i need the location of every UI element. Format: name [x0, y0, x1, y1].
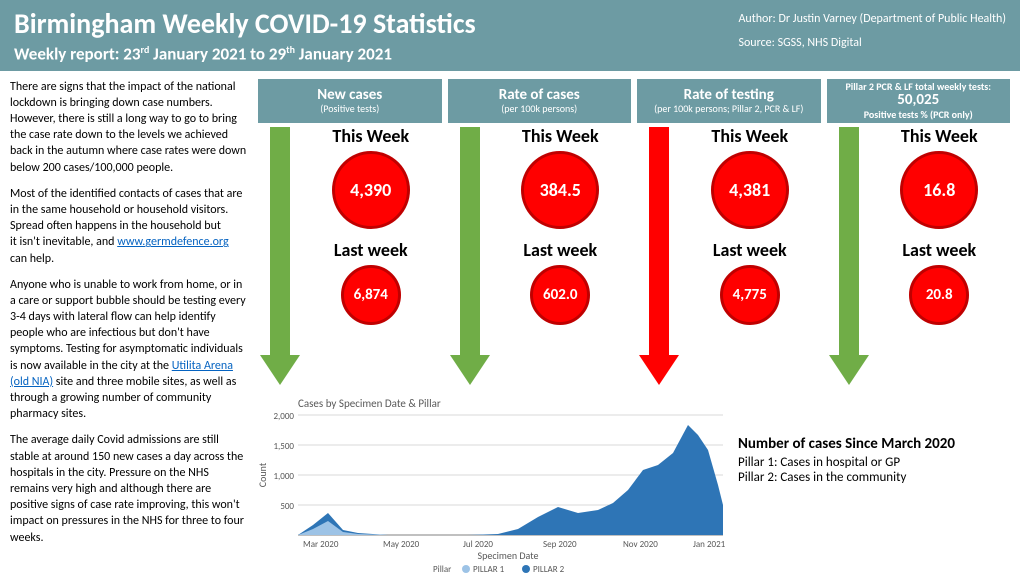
svg-text:PILLAR 2: PILLAR 2	[533, 564, 565, 575]
metric-rate-cases: Rate of cases (per 100k persons) This We…	[448, 79, 632, 389]
svg-text:Jan 2021: Jan 2021	[693, 539, 726, 550]
cases-chart: Cases by Specimen Date & Pillar 2,000 1,…	[258, 395, 728, 579]
metric-rate-testing: Rate of testing (per 100k persons; Pilla…	[637, 79, 821, 389]
page-title: Birmingham Weekly COVID-19 Statistics	[14, 6, 476, 41]
metric-head: Rate of cases (per 100k persons)	[448, 79, 632, 123]
narrative-sidebar: There are signs that the impact of the n…	[10, 79, 248, 579]
svg-text:Specimen Date: Specimen Date	[478, 549, 539, 562]
value-circle: 384.5	[521, 151, 599, 229]
chart-note-line: Pillar 2: Cases in the community	[738, 470, 1010, 485]
value-circle: 6,874	[341, 265, 401, 325]
value-circle: 16.8	[900, 151, 978, 229]
chart-notes-title: Number of cases Since March 2020	[738, 435, 1010, 453]
chart-note-line: Pillar 1: Cases in hospital or GP	[738, 455, 1010, 470]
svg-text:Sep 2020: Sep 2020	[543, 539, 577, 550]
germdefence-link[interactable]: www.germdefence.org	[117, 235, 228, 249]
trend-arrow-down-icon	[829, 127, 869, 387]
trend-arrow-down-icon	[639, 127, 679, 387]
para-2: Most of the identified contacts of cases…	[10, 186, 248, 267]
svg-text:500: 500	[280, 501, 294, 512]
metric-positive-pct: Pillar 2 PCR & LF total weekly tests: 50…	[827, 79, 1011, 389]
svg-text:1,000: 1,000	[274, 471, 295, 482]
page-subtitle: Weekly report: 23rd January 2021 to 29th…	[14, 43, 476, 65]
source-line: Source: SGSS, NHS Digital	[738, 36, 1006, 50]
chart-title: Cases by Specimen Date & Pillar	[298, 397, 441, 410]
value-circle: 4,390	[332, 151, 410, 229]
metric-head: Pillar 2 PCR & LF total weekly tests: 50…	[827, 79, 1011, 123]
trend-arrow-down-icon	[260, 127, 300, 387]
header-right: Author: Dr Justin Varney (Department of …	[738, 6, 1006, 50]
svg-text:2,000: 2,000	[274, 411, 295, 422]
trend-arrow-down-icon	[450, 127, 490, 387]
para-3: Anyone who is unable to work from home, …	[10, 277, 248, 423]
svg-text:Count: Count	[258, 462, 269, 487]
chart-notes: Number of cases Since March 2020 Pillar …	[738, 395, 1010, 579]
para-1: There are signs that the impact of the n…	[10, 79, 248, 176]
svg-text:Nov 2020: Nov 2020	[623, 539, 658, 550]
svg-text:1,500: 1,500	[274, 441, 295, 452]
metric-head: Rate of testing (per 100k persons; Pilla…	[637, 79, 821, 123]
header-left: Birmingham Weekly COVID-19 Statistics We…	[14, 6, 476, 65]
metrics-row: New cases (Positive tests) This Week 4,3…	[258, 79, 1010, 389]
svg-text:May 2020: May 2020	[383, 539, 420, 550]
value-circle: 602.0	[530, 265, 590, 325]
value-circle: 20.8	[909, 265, 969, 325]
author-line: Author: Dr Justin Varney (Department of …	[738, 12, 1006, 26]
chart-area: Cases by Specimen Date & Pillar 2,000 1,…	[258, 395, 1010, 579]
value-circle: 4,775	[720, 265, 780, 325]
metric-head: New cases (Positive tests)	[258, 79, 442, 123]
content-area: New cases (Positive tests) This Week 4,3…	[258, 79, 1010, 579]
report-header: Birmingham Weekly COVID-19 Statistics We…	[0, 0, 1020, 71]
main-area: There are signs that the impact of the n…	[0, 71, 1020, 579]
para-4: The average daily Covid admissions are s…	[10, 432, 248, 545]
svg-text:Mar 2020: Mar 2020	[303, 539, 339, 550]
svg-text:Pillar: Pillar	[433, 564, 451, 575]
metric-new-cases: New cases (Positive tests) This Week 4,3…	[258, 79, 442, 389]
value-circle: 4,381	[711, 151, 789, 229]
svg-text:PILLAR 1: PILLAR 1	[473, 564, 505, 575]
